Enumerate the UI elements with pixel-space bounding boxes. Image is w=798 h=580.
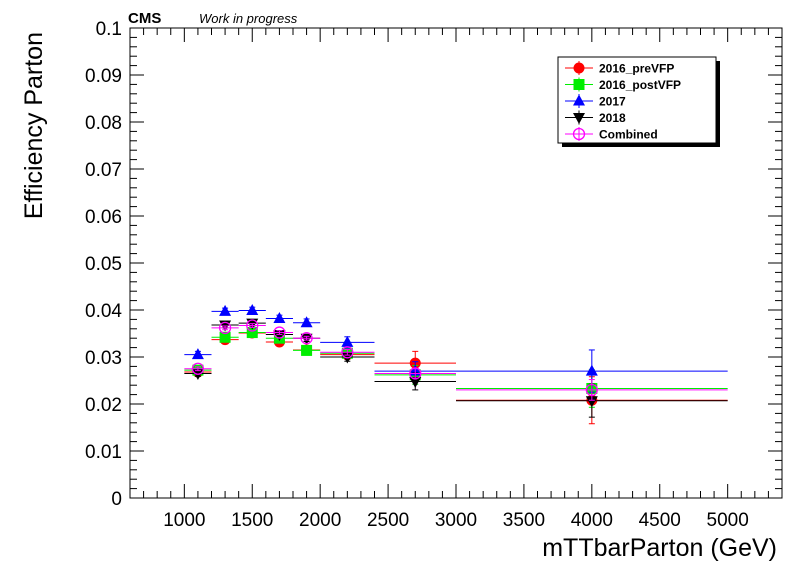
y-tick-label: 0.03 <box>85 348 122 369</box>
data-point <box>273 311 286 323</box>
data-point <box>585 383 598 397</box>
legend-entry: 2017 <box>565 94 626 109</box>
legend-entry: 2016_preVFP <box>565 61 674 76</box>
x-tick-label: 5000 <box>707 510 749 531</box>
experiment-label: CMS <box>128 10 161 27</box>
y-tick-label: 0.06 <box>85 207 122 228</box>
legend: 2016_preVFP 2016_postVFP 2017 2018 Combined <box>557 56 720 147</box>
legend-entry: Combined <box>565 127 658 142</box>
data-point <box>585 396 598 408</box>
x-tick-label: 3000 <box>435 510 477 531</box>
data-point <box>246 327 258 339</box>
legend-entry: 2018 <box>565 110 626 125</box>
data-point <box>273 326 286 339</box>
x-tick-label: 3500 <box>503 510 545 531</box>
data-point <box>191 348 204 360</box>
legend-label: 2016_preVFP <box>599 62 674 76</box>
legend-label: 2018 <box>599 111 626 125</box>
y-tick-label: 0.09 <box>85 66 122 87</box>
data-point <box>300 332 313 345</box>
y-tick-label: 0.08 <box>85 113 122 134</box>
data-point <box>409 376 422 388</box>
data-point <box>191 362 205 375</box>
data-point <box>218 321 232 335</box>
data-point <box>300 316 313 328</box>
legend-marker <box>572 127 586 141</box>
data-point <box>219 331 231 343</box>
status-label: Work in progress <box>199 11 298 26</box>
data-point <box>341 335 354 347</box>
legend-marker <box>573 94 585 106</box>
x-tick-label: 4500 <box>639 510 681 531</box>
series-Combined <box>184 319 728 401</box>
y-tick-label: 0.02 <box>85 395 122 416</box>
x-tick-label: 1500 <box>231 510 273 531</box>
legend-label: 2017 <box>599 95 626 109</box>
y-tick-label: 0.1 <box>96 19 122 40</box>
data-point <box>246 303 259 315</box>
y-tick-label: 0 <box>111 489 122 510</box>
legend-marker <box>573 113 585 124</box>
y-tick-label: 0.05 <box>85 254 122 275</box>
x-tick-label: 2500 <box>367 510 409 531</box>
y-tick-label: 0.01 <box>85 442 122 463</box>
data-point <box>219 304 232 316</box>
x-tick-label: 2000 <box>299 510 341 531</box>
x-axis-title: mTTbarParton (GeV) <box>542 534 777 562</box>
y-tick-label: 0.07 <box>85 160 122 181</box>
data-point <box>409 367 422 380</box>
legend-box <box>557 56 717 144</box>
x-tick-label: 4000 <box>571 510 613 531</box>
x-tick-label: 1000 <box>163 510 205 531</box>
data-point <box>246 319 259 332</box>
data-point <box>301 344 313 356</box>
data-point <box>585 364 598 376</box>
legend-entry: 2016_postVFP <box>565 77 681 92</box>
legend-label: 2016_postVFP <box>599 78 681 92</box>
legend-marker <box>573 62 585 74</box>
legend-label: Combined <box>599 128 658 142</box>
legend-marker <box>573 79 585 90</box>
y-tick-label: 0.04 <box>85 301 122 322</box>
axes-group: 1000 1500 2000 2500 3000 3500 4000 4500 5000 0 0.0… <box>85 19 783 531</box>
data-group <box>184 303 728 425</box>
y-axis-title: Efficiency Parton <box>20 32 48 219</box>
data-point <box>341 346 354 359</box>
